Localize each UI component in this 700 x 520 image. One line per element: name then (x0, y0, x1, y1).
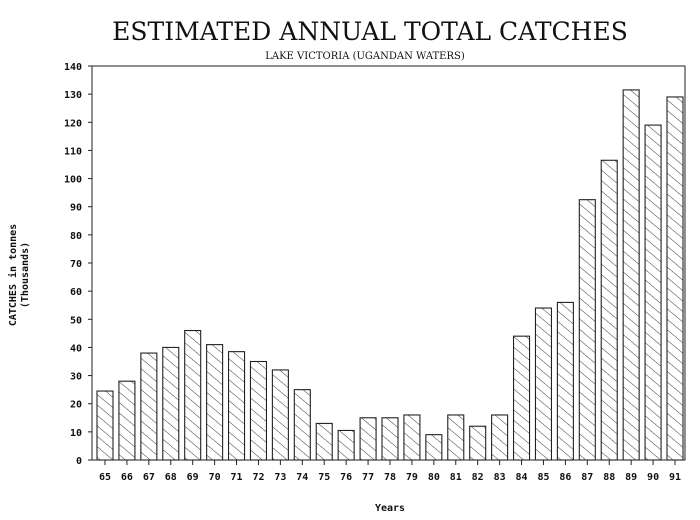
y-tick-label: 40 (70, 343, 82, 354)
x-tick-label: 91 (669, 472, 681, 483)
y-tick-label: 130 (64, 90, 82, 101)
x-tick-label: 75 (318, 472, 330, 483)
bar (600, 159, 618, 461)
x-tick-label: 85 (537, 472, 549, 483)
bar (118, 380, 136, 461)
y-tick-label: 110 (64, 146, 82, 157)
x-tick-label: 76 (340, 472, 352, 483)
bar (491, 414, 509, 461)
plot-frame (91, 65, 686, 461)
x-tick-label: 71 (231, 472, 243, 483)
y-tick-label: 80 (70, 231, 82, 242)
y-tick-label: 140 (64, 62, 82, 73)
bar (206, 344, 224, 461)
bar (622, 89, 640, 461)
chart-subtitle: LAKE VICTORIA (UGANDAN WATERS) (265, 51, 465, 62)
bar (556, 301, 574, 461)
x-tick-label: 90 (647, 472, 659, 483)
bar (381, 417, 399, 461)
x-tick-label: 67 (143, 472, 155, 483)
x-tick-label: 86 (559, 472, 571, 483)
x-tick-label: 66 (121, 472, 133, 483)
bar (184, 329, 202, 461)
bar (447, 414, 465, 461)
x-tick-label: 72 (252, 472, 264, 483)
bar (644, 124, 662, 461)
y-axis-label-units: (Thousands) (20, 242, 31, 308)
y-tick-label: 30 (70, 372, 82, 383)
x-tick-label: 83 (494, 472, 506, 483)
y-tick-label: 10 (70, 428, 82, 439)
x-tick-label: 70 (209, 472, 221, 483)
y-axis-label: CATCHES in tonnes (7, 224, 19, 326)
bar (140, 352, 158, 461)
bar (271, 369, 289, 461)
x-tick-label: 87 (581, 472, 593, 483)
y-tick-label: 90 (70, 203, 82, 214)
bar (162, 346, 180, 461)
bar (425, 434, 443, 461)
bar (512, 335, 531, 461)
x-tick-label: 69 (187, 472, 199, 483)
bar (337, 429, 355, 461)
y-tick-label: 120 (64, 118, 82, 129)
bar (666, 96, 684, 461)
y-tick-label: 100 (64, 175, 82, 186)
bar (249, 360, 268, 461)
bar (293, 389, 311, 461)
y-tick-label: 60 (70, 287, 82, 298)
x-axis-label: Years (375, 503, 405, 514)
x-tick-label: 88 (603, 472, 615, 483)
bar (96, 390, 114, 461)
bar (469, 425, 487, 461)
x-tick-label: 77 (362, 472, 374, 483)
bar (227, 351, 246, 461)
x-tick-label: 80 (428, 472, 440, 483)
x-tick-label: 81 (450, 472, 462, 483)
x-tick-label: 84 (516, 472, 528, 483)
x-tick-label: 79 (406, 472, 418, 483)
x-tick-label: 78 (384, 472, 396, 483)
y-tick-label: 20 (70, 400, 82, 411)
bar (534, 307, 553, 461)
x-tick-label: 65 (99, 472, 111, 483)
chart-title: ESTIMATED ANNUAL TOTAL CATCHES (112, 17, 628, 46)
x-tick-label: 89 (625, 472, 637, 483)
y-tick-label: 70 (70, 259, 82, 270)
x-tick-label: 73 (274, 472, 286, 483)
bar (315, 422, 333, 461)
x-tick-label: 68 (165, 472, 177, 483)
x-tick-label: 82 (472, 472, 484, 483)
x-tick-label: 74 (296, 472, 308, 483)
y-tick-label: 0 (76, 456, 82, 467)
bar (578, 199, 596, 461)
y-tick-label: 50 (70, 315, 82, 326)
bar (359, 417, 377, 461)
bar (403, 414, 421, 461)
